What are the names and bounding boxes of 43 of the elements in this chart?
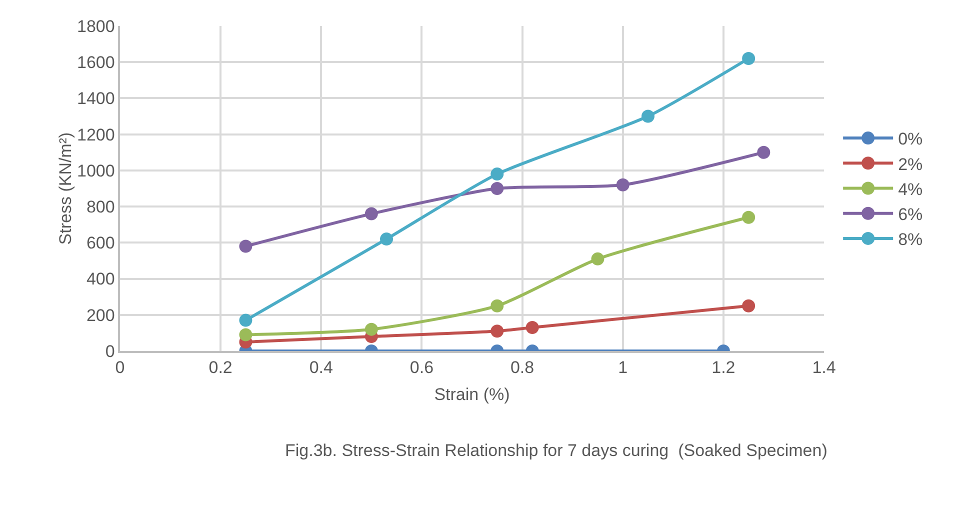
y-tick-label: 400 bbox=[86, 270, 115, 289]
x-tick-label: 1.2 bbox=[712, 358, 736, 378]
point bbox=[364, 207, 378, 220]
point bbox=[757, 146, 770, 159]
point bbox=[742, 299, 756, 312]
y-tick-label: 0 bbox=[105, 342, 115, 361]
y-tick-label: 200 bbox=[86, 306, 115, 325]
point bbox=[239, 328, 252, 342]
legend-label: 4% bbox=[898, 180, 923, 199]
point bbox=[642, 110, 654, 123]
x-tick-label: 1.4 bbox=[812, 358, 836, 378]
y-tick-label: 1800 bbox=[77, 16, 115, 36]
point bbox=[742, 210, 756, 224]
point bbox=[526, 321, 539, 334]
y-tick-label: 800 bbox=[86, 198, 115, 217]
y-tick-label: 1400 bbox=[77, 89, 115, 108]
x-tick-label: 0.6 bbox=[410, 358, 434, 378]
y-tick-label: 1000 bbox=[77, 161, 115, 180]
point bbox=[239, 314, 252, 327]
point bbox=[380, 232, 394, 246]
point bbox=[742, 52, 756, 65]
point bbox=[490, 182, 504, 195]
point bbox=[490, 324, 504, 338]
legend-label: 0% bbox=[898, 130, 923, 149]
point bbox=[490, 168, 504, 181]
x-tick-label: 0.4 bbox=[309, 358, 333, 378]
x-tick-label: 0.8 bbox=[510, 358, 534, 378]
legend-label: 8% bbox=[898, 230, 923, 250]
legend-label: 2% bbox=[898, 154, 923, 174]
point bbox=[616, 178, 630, 192]
x-tick-label: 0.2 bbox=[208, 358, 232, 378]
x-tick-label: 1 bbox=[618, 358, 628, 378]
point bbox=[364, 322, 378, 336]
point bbox=[490, 299, 504, 312]
y-tick-label: 1200 bbox=[77, 125, 115, 144]
y-tick-label: 600 bbox=[86, 234, 115, 253]
y-tick-label: 1600 bbox=[77, 53, 115, 72]
legend-label: 6% bbox=[898, 204, 923, 224]
caption: Fig.3b. Stress-Strain Relationship for 7 days curing (Soaked Specimen) bbox=[285, 441, 828, 460]
y-axis-title: Stress (KN/m²) bbox=[56, 132, 76, 245]
x-axis-title: Strain (%) bbox=[434, 385, 510, 404]
point bbox=[239, 240, 252, 253]
point bbox=[591, 252, 604, 266]
